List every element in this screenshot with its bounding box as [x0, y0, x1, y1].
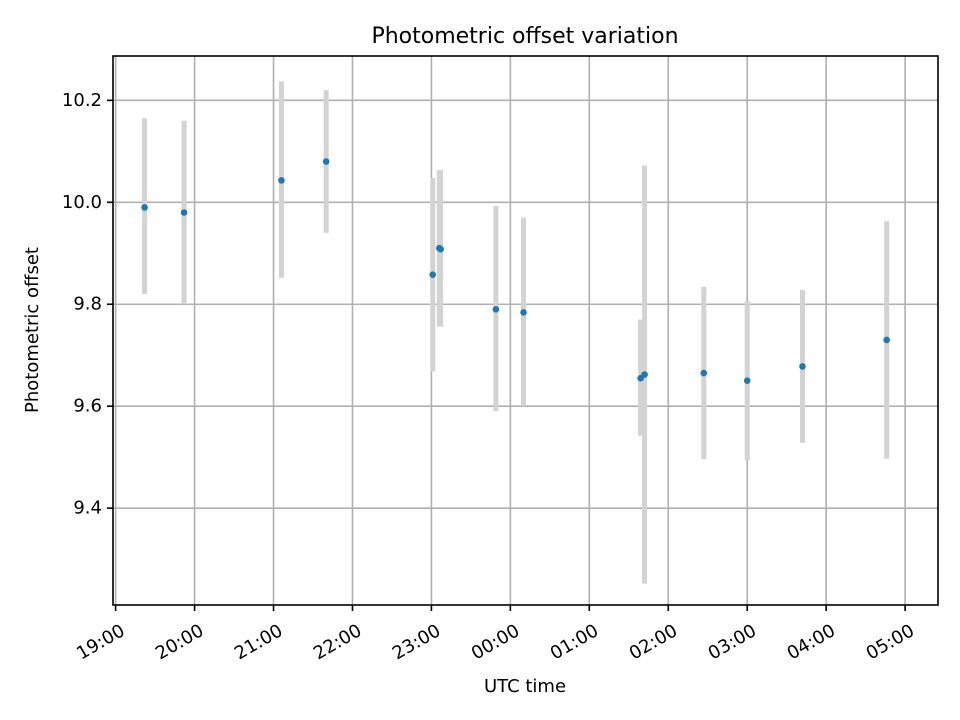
plot-frame [112, 55, 939, 606]
data-point [141, 204, 148, 211]
x-tick-label: 01:00 [547, 620, 602, 664]
y-tick-label: 9.6 [73, 396, 102, 417]
x-tick-label: 19:00 [73, 620, 128, 664]
y-tick-label: 9.8 [73, 294, 102, 315]
x-tick-label: 02:00 [626, 620, 681, 664]
axis-ticks: 19:00 20:00 21:00 22:00 23:00 00:00 01:00 02:00… [62, 90, 918, 665]
data-point [520, 309, 527, 316]
x-tick-label: 00:00 [468, 620, 523, 664]
data-points [141, 158, 890, 385]
data-point [492, 306, 500, 313]
x-tick-label: 22:00 [310, 620, 365, 664]
x-tick-label: 04:00 [784, 620, 839, 664]
data-point [180, 209, 188, 216]
data-point [429, 271, 437, 278]
data-point [883, 336, 890, 344]
x-axis-label: UTC time [484, 676, 566, 697]
chart-title: Photometric offset variation [371, 24, 678, 49]
x-tick-label: 03:00 [705, 620, 760, 664]
y-tick-label: 10.2 [62, 90, 102, 111]
x-tick-label: 05:00 [863, 620, 918, 664]
data-point [743, 377, 751, 385]
data-point [700, 369, 708, 377]
y-tick-label: 10.0 [62, 192, 102, 213]
data-point [437, 245, 444, 253]
y-tick-label: 9.4 [73, 498, 102, 519]
x-tick-label: 23:00 [389, 620, 444, 664]
x-tick-label: 20:00 [152, 620, 207, 664]
x-tick-label: 21:00 [231, 620, 286, 664]
y-axis-label: Photometric offset [22, 247, 43, 413]
data-point [278, 177, 285, 184]
data-point [799, 363, 806, 370]
data-point [322, 158, 330, 165]
data-point [641, 371, 648, 378]
